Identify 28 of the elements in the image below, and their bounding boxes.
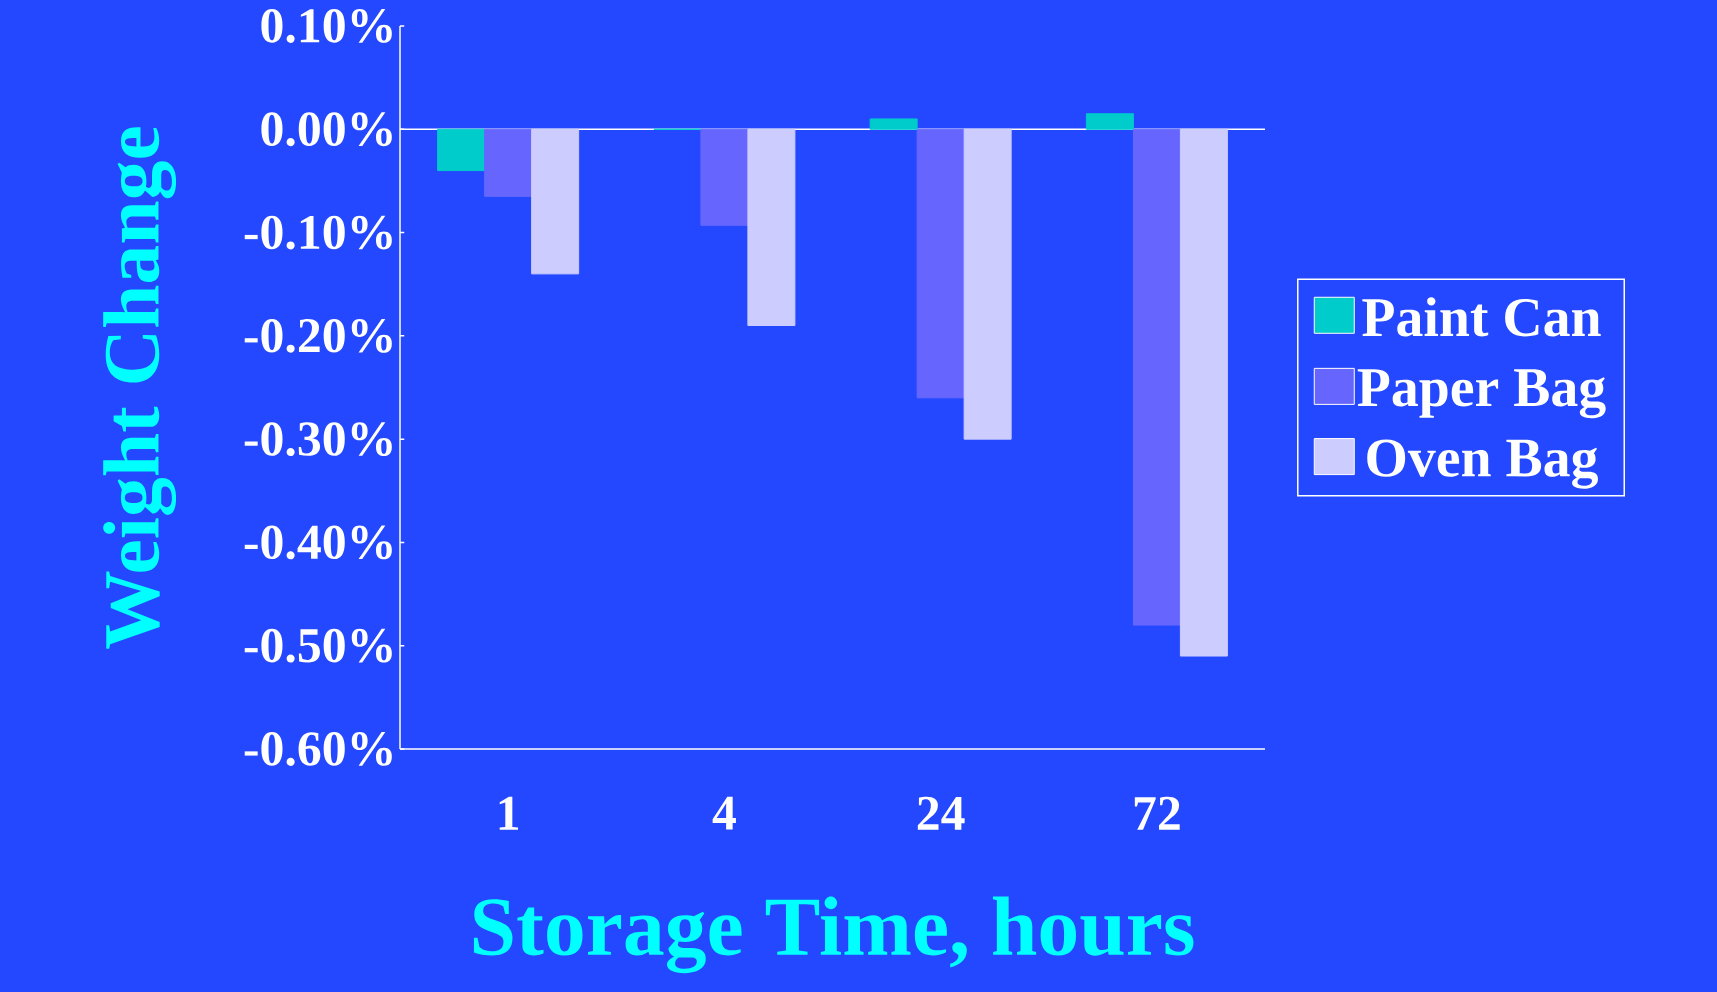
y-tick-label: -0.10%	[244, 215, 392, 250]
y-axis-title: Weight Change	[103, 127, 177, 649]
x-tick-label: 4	[712, 796, 736, 830]
bar	[700, 128, 749, 226]
bar	[437, 128, 486, 172]
y-tick-label: 0.10%	[261, 9, 392, 43]
y-tick-label: -0.40%	[244, 525, 392, 560]
bar	[484, 128, 533, 197]
bar	[1179, 128, 1228, 657]
x-tick-label: 72	[1134, 796, 1180, 830]
legend-label: Paint Can	[1362, 297, 1601, 337]
bar	[963, 128, 1012, 440]
bar	[1085, 113, 1134, 130]
legend-label: Oven Bag	[1367, 439, 1598, 489]
x-axis-title: Storage Time, hours	[473, 896, 1194, 974]
y-tick-label: -0.20%	[244, 318, 392, 353]
bar	[869, 118, 918, 130]
y-tick-label: -0.50%	[244, 628, 392, 663]
x-tick-label: 1	[499, 796, 519, 830]
bar	[747, 128, 796, 327]
bar	[531, 128, 580, 275]
legend-label: Paper Bag	[1357, 369, 1606, 419]
y-tick-label: 0.00%	[261, 112, 392, 147]
y-tick-label: -0.30%	[244, 422, 392, 457]
x-tick-label: 24	[917, 796, 965, 830]
bar	[916, 128, 965, 399]
y-tick-label: -0.60%	[244, 732, 392, 766]
bar	[1132, 128, 1181, 626]
